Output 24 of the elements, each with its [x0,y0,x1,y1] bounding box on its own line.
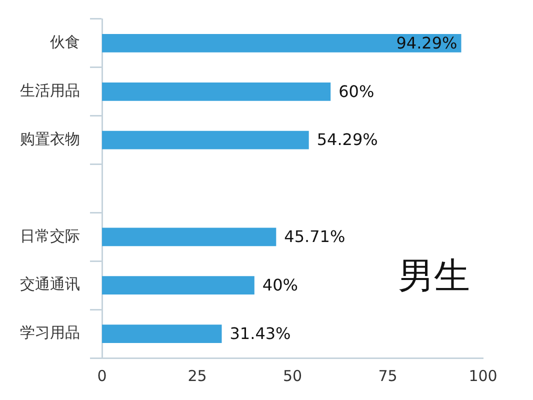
x-tick-label: 100 [468,366,498,385]
x-tick-label: 25 [188,366,207,385]
y-tick-label: 生活用品 [20,82,80,100]
text: 31.43% [230,324,291,343]
x-tick-label: 50 [282,366,302,385]
x-tick-label: 75 [378,366,398,385]
y-tick-label: 交通通讯 [20,275,80,294]
bar [102,324,222,343]
y-tick-label: 日常交际 [20,226,80,245]
text: 45.71% [284,227,346,246]
bar [102,34,462,52]
y-tick-label: 购置衣物 [20,130,80,148]
bar [102,82,331,101]
bar [102,130,309,150]
bar [102,276,254,295]
text: 54.29% [316,130,378,150]
text: 94.29% [396,33,458,52]
text: 40% [262,276,298,295]
y-tick-label: 学习用品 [20,324,80,342]
y-tick-label: 伙食 [50,33,80,52]
bar [102,228,276,246]
text: 60% [338,82,374,101]
x-tick-label: 0 [97,366,107,385]
annotation: 男生 [398,255,470,299]
